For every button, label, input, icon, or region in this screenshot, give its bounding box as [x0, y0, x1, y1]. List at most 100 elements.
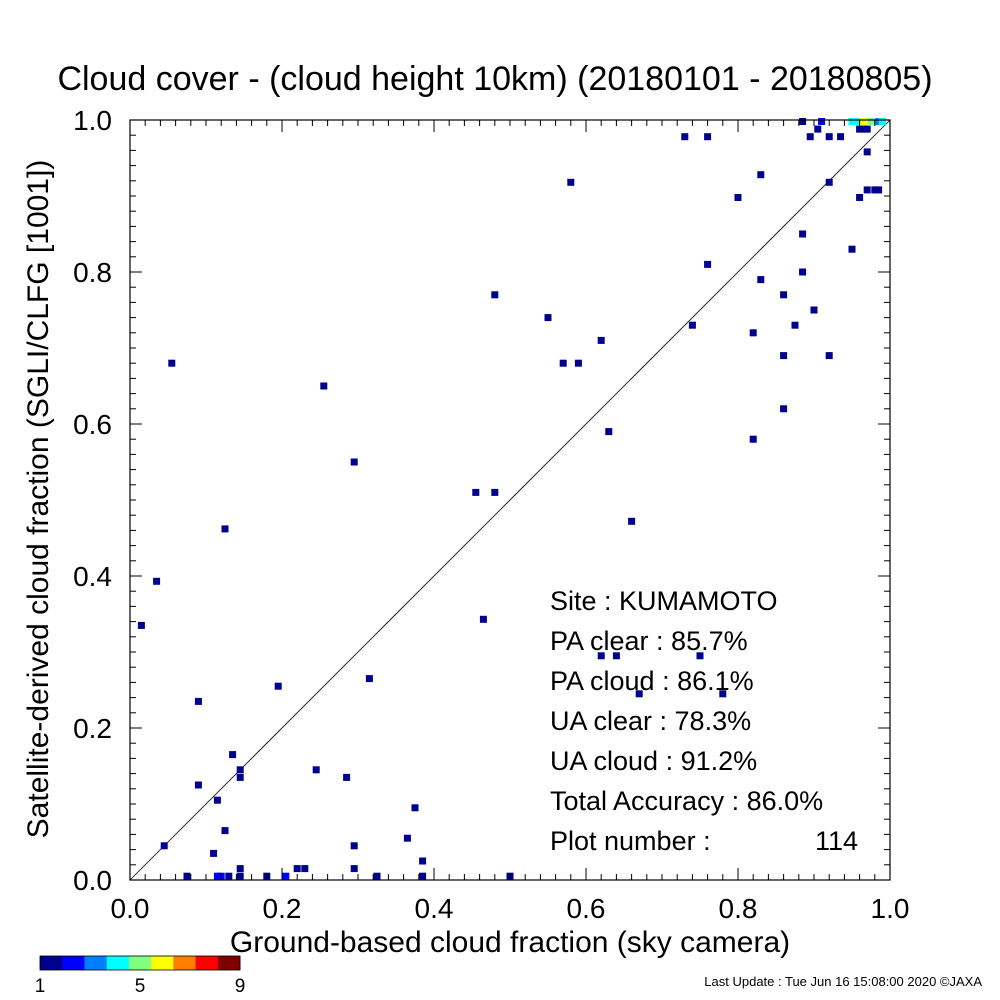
data-point: [848, 245, 856, 253]
data-point: [236, 766, 244, 774]
data-point: [863, 186, 871, 194]
data-point: [635, 690, 643, 698]
data-point: [544, 314, 552, 322]
data-point: [696, 652, 704, 660]
data-point: [825, 352, 833, 360]
data-point: [213, 872, 221, 880]
data-point: [229, 751, 237, 759]
colorbar-swatch: [217, 956, 241, 970]
data-point: [612, 652, 620, 660]
data-points: [137, 118, 886, 880]
data-point: [168, 359, 176, 367]
y-axis-label: Satellite-derived cloud fraction (SGLI/C…: [22, 160, 55, 839]
data-point: [704, 133, 712, 141]
data-point: [719, 690, 727, 698]
colorbar-swatch: [195, 956, 219, 970]
data-point: [799, 230, 807, 238]
plot-number-label: Plot number :: [550, 826, 711, 856]
data-point: [491, 291, 499, 299]
data-point: [350, 458, 358, 466]
data-point: [373, 872, 381, 880]
data-point: [791, 321, 799, 329]
data-point: [194, 781, 202, 789]
data-point: [878, 118, 886, 125]
data-point: [780, 352, 788, 360]
data-point: [221, 827, 229, 835]
x-axis-label: Ground-based cloud fraction (sky camera): [230, 926, 790, 959]
data-point: [837, 133, 845, 141]
data-point: [757, 276, 765, 284]
data-point: [681, 133, 689, 141]
data-point: [491, 488, 499, 496]
data-point: [236, 865, 244, 873]
data-point: [210, 849, 218, 857]
colorbar-swatch: [128, 956, 152, 970]
data-point: [810, 306, 818, 314]
data-point: [856, 194, 864, 201]
colorbar-swatch: [40, 956, 63, 970]
stats-line: Site : KUMAMOTO: [550, 586, 778, 616]
data-point: [605, 428, 613, 436]
plot-number-value: 114: [815, 826, 858, 856]
data-point: [814, 125, 822, 133]
data-point: [221, 525, 229, 533]
data-point: [411, 804, 419, 812]
colorbar-frame: [39, 955, 241, 971]
data-point: [153, 577, 161, 585]
y-tick-label: 1.0: [73, 105, 112, 136]
colorbar-swatch: [151, 956, 174, 970]
data-point: [818, 118, 826, 125]
colorbar-labels: 1 5 9: [35, 976, 246, 997]
data-point: [274, 682, 282, 690]
data-point: [780, 405, 788, 413]
data-point: [419, 872, 427, 880]
data-point: [137, 621, 145, 629]
y-tick-label: 0.2: [73, 713, 112, 744]
y-tick-label: 0.0: [73, 865, 112, 896]
y-tick-label: 0.6: [73, 409, 112, 440]
data-point: [597, 336, 605, 344]
data-point: [875, 118, 883, 125]
data-point: [871, 186, 879, 194]
stats-line: PA clear : 85.7%: [550, 626, 748, 656]
data-point: [472, 488, 480, 496]
data-point: [856, 125, 864, 133]
x-tick-label: 0.6: [567, 893, 606, 924]
data-point: [574, 359, 582, 367]
data-point: [688, 321, 696, 329]
colorbar-label: 9: [235, 976, 246, 997]
data-point: [225, 872, 233, 880]
data-point: [213, 796, 221, 804]
colorbar-swatch: [62, 956, 85, 970]
data-point: [567, 178, 575, 186]
data-point: [757, 171, 765, 179]
y-tick-labels: 0.0 0.2 0.4 0.6 0.8 1.0: [73, 105, 112, 896]
data-point: [859, 118, 867, 125]
data-point: [183, 872, 191, 880]
colorbar-label: 1: [35, 976, 46, 997]
colorbar-label: 5: [135, 976, 146, 997]
one-to-one-line: [129, 119, 891, 881]
data-point: [160, 842, 168, 850]
colorbar-swatch: [173, 956, 197, 970]
stats-line: Total Accuracy : 86.0%: [550, 786, 823, 816]
data-point: [350, 842, 358, 850]
x-tick-label: 1.0: [871, 893, 910, 924]
data-point: [799, 268, 807, 276]
data-point: [867, 118, 875, 125]
data-point: [749, 435, 757, 443]
data-point: [236, 872, 244, 880]
data-point: [293, 865, 301, 873]
data-point: [343, 773, 351, 781]
data-point: [419, 857, 427, 865]
data-point: [194, 697, 202, 705]
colorbar-swatch: [106, 956, 130, 970]
data-point: [403, 834, 411, 842]
x-tick-label: 0.2: [263, 893, 302, 924]
last-update-footer: Last Update : Tue Jun 16 15:08:00 2020 ©…: [704, 974, 982, 989]
data-point: [734, 194, 742, 201]
data-point: [780, 291, 788, 299]
y-tick-label: 0.8: [73, 257, 112, 288]
data-point: [597, 652, 605, 660]
data-point: [320, 382, 328, 390]
